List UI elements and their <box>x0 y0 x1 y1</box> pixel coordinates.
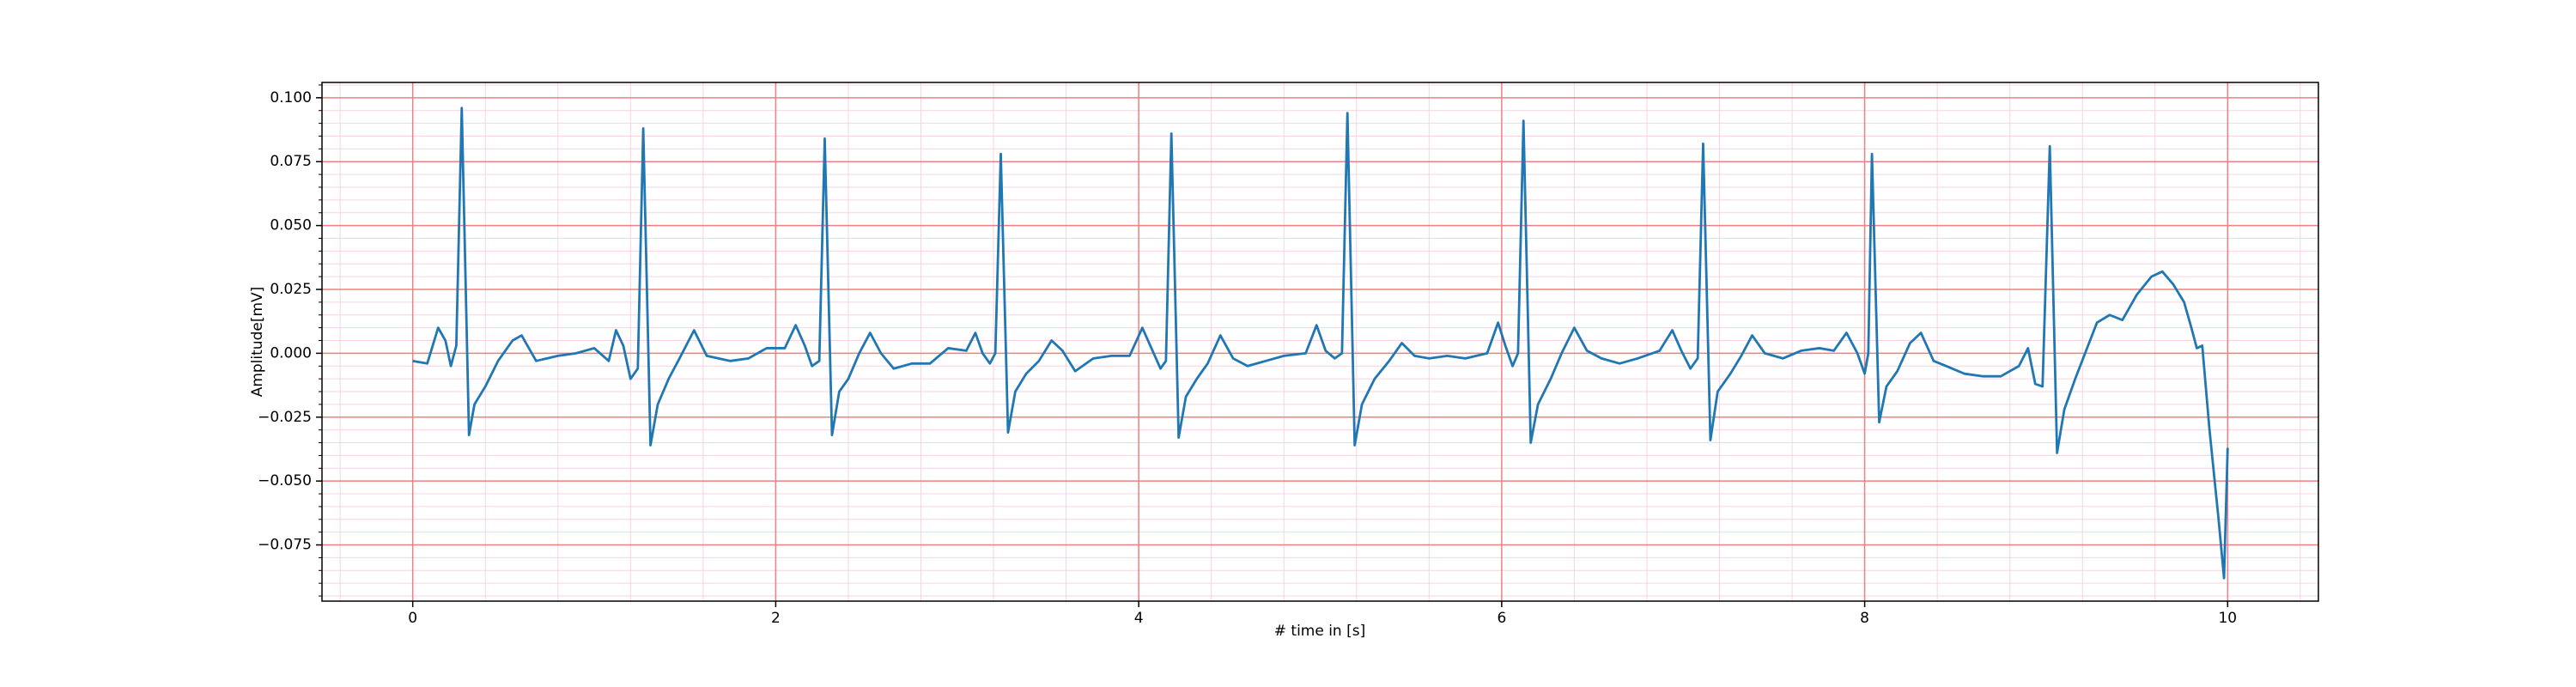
y-tick-label: 0.025 <box>270 281 312 298</box>
y-tick-label: −0.050 <box>258 472 312 489</box>
y-tick-label: 0.050 <box>270 217 312 234</box>
x-tick-label: 0 <box>408 610 417 627</box>
y-tick-label: 0.075 <box>270 153 312 170</box>
y-tick-label: −0.075 <box>258 537 312 554</box>
x-tick-label: 8 <box>1860 610 1869 627</box>
x-tick-label: 6 <box>1497 610 1506 627</box>
y-tick-label: 0.000 <box>270 344 312 362</box>
x-tick-label: 10 <box>2218 610 2237 627</box>
x-tick-label: 4 <box>1134 610 1144 627</box>
y-axis-label: Amplitude[mV] <box>249 287 266 398</box>
ecg-line <box>412 106 2229 580</box>
x-tick-label: 2 <box>771 610 781 627</box>
x-axis-label: # time in [s] <box>1274 623 1365 640</box>
plot-frame <box>321 82 2319 602</box>
y-tick-label: 0.100 <box>270 89 312 106</box>
y-tick-label: −0.025 <box>258 409 312 426</box>
